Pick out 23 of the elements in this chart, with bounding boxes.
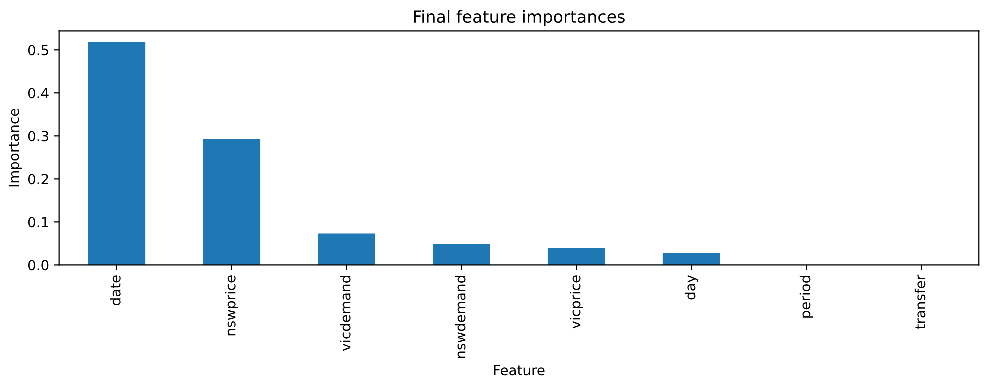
x-tick-label: transfer bbox=[914, 274, 926, 330]
y-tick-label: 0.2 bbox=[28, 174, 48, 185]
y-tick-label: 0.1 bbox=[28, 217, 48, 228]
bar bbox=[432, 244, 490, 266]
bar bbox=[318, 234, 376, 266]
x-tick-label: vicprice bbox=[570, 276, 584, 329]
y-tick-label: 0.3 bbox=[28, 131, 49, 142]
y-axis-title: Importance bbox=[8, 109, 22, 187]
x-axis-title: Feature bbox=[494, 365, 545, 376]
x-tick-label: period bbox=[800, 276, 814, 318]
y-tick-label: 0.0 bbox=[28, 260, 49, 271]
bar bbox=[203, 139, 261, 266]
chart-title: Final feature importances bbox=[414, 10, 625, 26]
x-tick-label: vicdemand bbox=[340, 276, 351, 352]
bar bbox=[548, 248, 606, 266]
x-tick-label: nswdemand bbox=[455, 276, 466, 358]
bar bbox=[88, 42, 146, 266]
x-tick-label: nswprice bbox=[225, 276, 239, 336]
bar bbox=[662, 253, 720, 266]
y-tick-label: 0.4 bbox=[28, 88, 49, 99]
y-tick-label: 0.5 bbox=[28, 45, 48, 56]
x-tick-label: day bbox=[684, 275, 698, 300]
x-tick-label: date bbox=[110, 276, 121, 306]
